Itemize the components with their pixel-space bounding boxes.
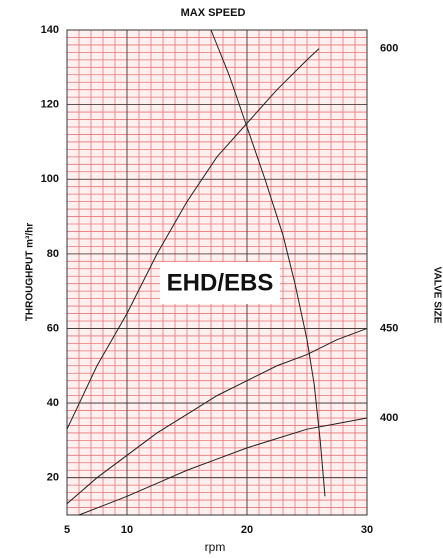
y-tick-label: 20 — [47, 472, 59, 484]
x-tick-label: 5 — [64, 524, 70, 536]
annotation: EHD/EBS — [167, 269, 274, 296]
lines — [66, 29, 368, 516]
series-line — [66, 327, 368, 505]
y-tick-label: 40 — [47, 397, 59, 409]
y-tick-label: 120 — [41, 99, 59, 111]
x-tick-label: 10 — [121, 524, 133, 536]
chart-title: MAX SPEED — [181, 7, 246, 19]
series-line — [210, 29, 326, 497]
series-label: 450 — [380, 322, 398, 334]
y2-axis-label: VALVE SIZE — [431, 267, 442, 324]
annotation-bg — [160, 262, 280, 304]
y-tick-label: 60 — [47, 322, 59, 334]
y-axis-label: THROUGHPUT m³/hr — [25, 223, 36, 321]
x-tick-label: 20 — [241, 524, 253, 536]
series-line — [78, 417, 368, 516]
series-line — [66, 48, 320, 430]
plot-frame — [66, 29, 368, 516]
series-label: 600 — [380, 43, 398, 55]
y-tick-label: 80 — [47, 248, 59, 260]
series-label: 400 — [380, 412, 398, 424]
x-tick-label: 30 — [361, 524, 373, 536]
y-tick-label: 140 — [41, 24, 59, 36]
y-tick-label: 100 — [41, 173, 59, 185]
x-axis-label: rpm — [205, 540, 226, 554]
